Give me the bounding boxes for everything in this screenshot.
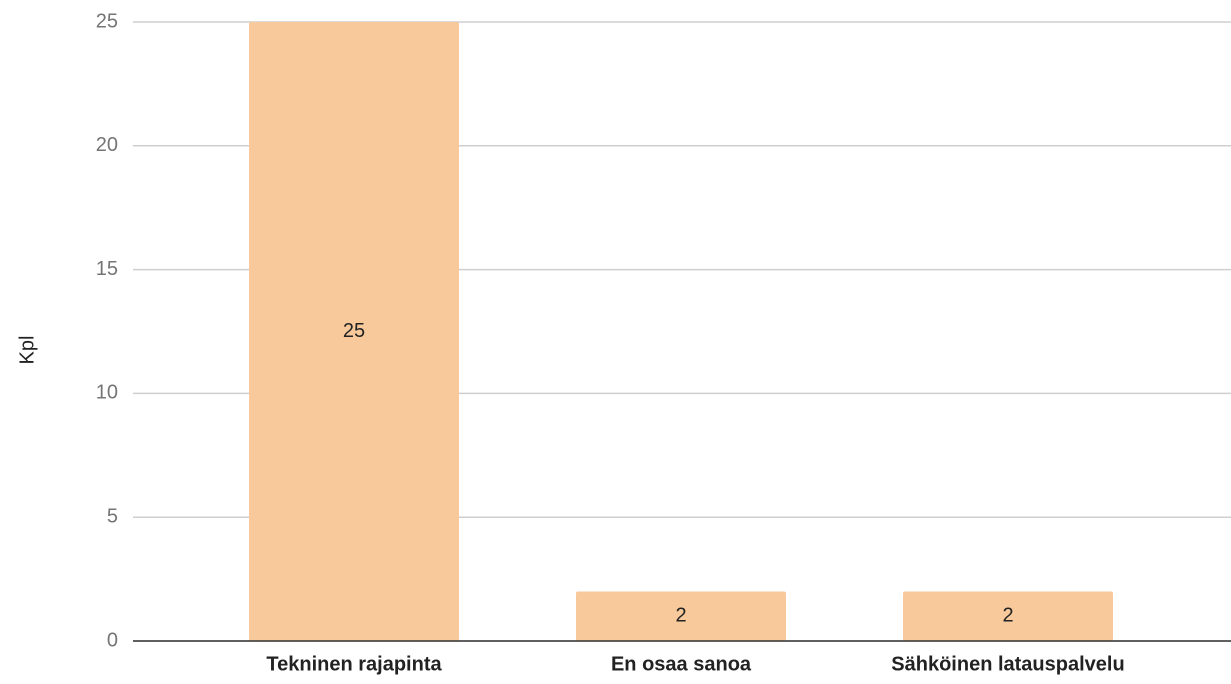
y-tick-label: 5 <box>107 505 118 527</box>
y-tick-label: 0 <box>107 629 118 651</box>
data-label: 2 <box>675 605 686 627</box>
y-tick-label: 15 <box>96 258 118 280</box>
y-tick-label: 25 <box>96 10 118 32</box>
bar <box>903 591 1113 641</box>
bar <box>576 591 786 641</box>
data-label: 2 <box>1002 605 1013 627</box>
y-tick-label: 20 <box>96 134 118 156</box>
x-tick-label: Sähköinen latauspalvelu <box>891 653 1124 675</box>
x-tick-label: En osaa sanoa <box>611 653 752 675</box>
x-tick-label: Tekninen rajapinta <box>266 653 442 675</box>
data-label: 25 <box>343 320 365 342</box>
y-axis-title: Kpl <box>16 336 38 365</box>
bar <box>249 22 459 641</box>
y-tick-label: 10 <box>96 382 118 404</box>
